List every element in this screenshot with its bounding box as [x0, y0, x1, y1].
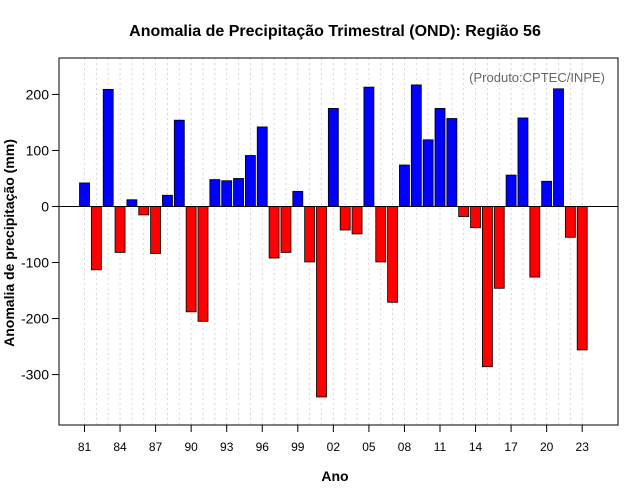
- bar-1986: [138, 206, 150, 216]
- x-tick-label: 14: [469, 440, 483, 454]
- x-tick-label: 23: [576, 440, 590, 454]
- y-tick-label: 0: [41, 198, 49, 214]
- bar-2022: [564, 206, 576, 238]
- bar-2013: [458, 206, 470, 217]
- bar-1985: [126, 199, 138, 207]
- x-axis-label: Ano: [321, 468, 348, 484]
- bar-1990: [185, 206, 197, 313]
- bar-2007: [387, 206, 399, 303]
- bar-2000: [304, 206, 316, 263]
- chart-title: Anomalia de Precipitação Trimestral (OND…: [129, 23, 541, 40]
- x-tick-label: 96: [256, 440, 270, 454]
- x-tick-label: 17: [504, 440, 518, 454]
- x-tick-label: 84: [113, 440, 127, 454]
- y-tick-label: 200: [26, 86, 50, 102]
- x-tick-label: 05: [362, 440, 376, 454]
- x-tick-label: 99: [291, 440, 305, 454]
- bar-2021: [553, 88, 564, 207]
- bar-1982: [90, 206, 102, 271]
- bar-1998: [280, 206, 292, 253]
- x-tick-label: 08: [398, 440, 412, 454]
- bar-1981: [79, 182, 90, 207]
- bars: [79, 84, 588, 398]
- bar-1983: [102, 88, 114, 207]
- bar-2023: [576, 206, 588, 351]
- x-tick-label: 90: [184, 440, 198, 454]
- bar-1996: [256, 126, 268, 207]
- bar-2017: [505, 174, 517, 207]
- bar-1997: [268, 206, 280, 259]
- bar-2002: [327, 108, 339, 207]
- bar-1994: [233, 178, 244, 207]
- x-axis: 81 84 87 90 93 96 99 02 05 08 11 14 17 20 23: [78, 425, 589, 454]
- bar-2004: [351, 206, 363, 235]
- x-tick-label: 02: [327, 440, 341, 454]
- y-axis-label: Anomalia de precipitação (mm): [1, 139, 17, 347]
- bar-1993: [221, 180, 233, 207]
- x-tick-label: 93: [220, 440, 234, 454]
- x-tick-label: 11: [434, 440, 447, 454]
- y-tick-label: -200: [21, 311, 49, 327]
- y-tick-label: 100: [26, 142, 50, 158]
- bar-2020: [541, 180, 553, 207]
- bar-2009: [410, 84, 422, 207]
- bar-2019: [529, 206, 541, 278]
- bar-1992: [209, 179, 221, 207]
- y-tick-label: -300: [21, 367, 49, 383]
- bar-2005: [363, 86, 375, 207]
- bar-1991: [197, 206, 209, 322]
- credit-text: (Produto:CPTEC/INPE): [469, 70, 605, 85]
- bar-1995: [244, 155, 256, 207]
- bar-2006: [375, 206, 387, 263]
- bar-2015: [481, 206, 493, 368]
- x-tick-label: 81: [78, 440, 92, 454]
- x-tick-label: 87: [149, 440, 163, 454]
- y-axis: -300 -200 -100 0 100 200: [21, 86, 59, 383]
- bar-1984: [114, 206, 126, 253]
- bar-1987: [150, 206, 162, 254]
- bar-2016: [493, 206, 505, 289]
- bar-2001: [316, 206, 327, 398]
- bar-1999: [292, 190, 304, 207]
- bar-2011: [434, 108, 446, 207]
- bar-2014: [470, 206, 481, 229]
- y-tick-label: -100: [21, 255, 49, 271]
- x-tick-label: 20: [540, 440, 554, 454]
- bar-1989: [173, 119, 185, 207]
- bar-2003: [339, 206, 351, 231]
- bar-2018: [517, 117, 529, 207]
- bar-2008: [399, 164, 410, 207]
- bar-1988: [162, 194, 173, 207]
- plot-frame: [58, 57, 619, 426]
- bar-2010: [422, 139, 434, 207]
- bar-2012: [446, 118, 458, 207]
